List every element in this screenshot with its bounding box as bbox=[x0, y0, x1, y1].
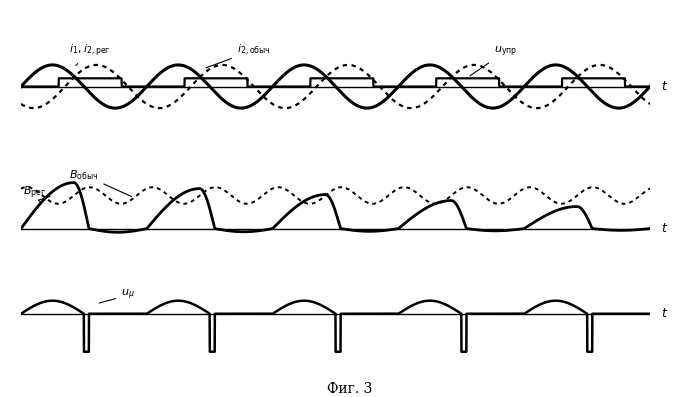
Text: $t$: $t$ bbox=[661, 222, 669, 235]
Text: $t$: $t$ bbox=[661, 80, 669, 93]
Text: $t$: $t$ bbox=[661, 307, 669, 320]
Text: $u_{\mathrm{упр}}$: $u_{\mathrm{упр}}$ bbox=[470, 44, 517, 76]
Text: $B_{\mathrm{обыч}}$: $B_{\mathrm{обыч}}$ bbox=[69, 168, 131, 197]
Text: $i_1, i_{2,\mathrm{рег}}$: $i_1, i_{2,\mathrm{рег}}$ bbox=[69, 42, 111, 66]
Text: $u_{\mu}$: $u_{\mu}$ bbox=[99, 288, 135, 303]
Text: Фиг. 3: Фиг. 3 bbox=[327, 382, 372, 396]
Text: $B_{\mathrm{рег}}$: $B_{\mathrm{рег}}$ bbox=[24, 185, 47, 201]
Text: $i_{2,\mathrm{обыч}}$: $i_{2,\mathrm{обыч}}$ bbox=[206, 43, 271, 68]
